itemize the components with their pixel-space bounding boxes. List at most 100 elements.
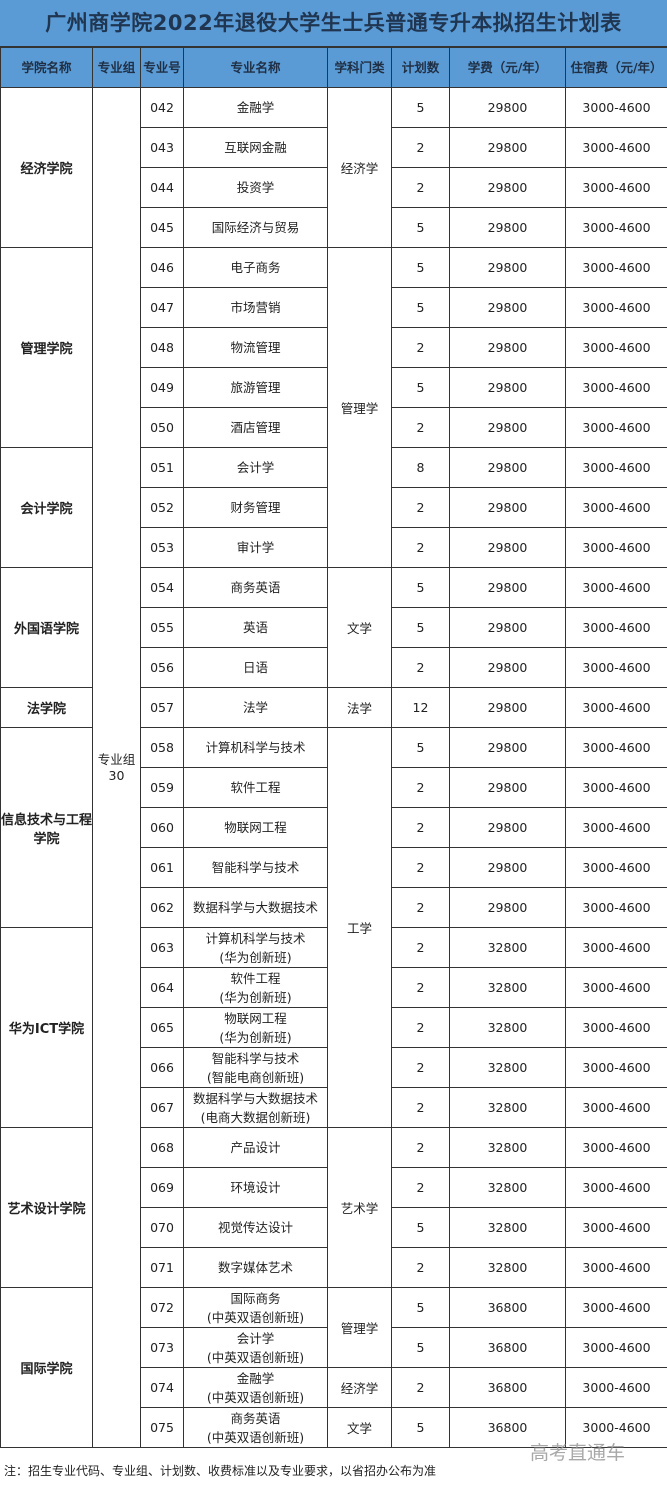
table-row: 070 视觉传达设计 5 32800 3000-4600 (1, 1207, 667, 1248)
dorm-fee: 3000-4600 (565, 1047, 667, 1088)
major-name: 酒店管理 (183, 407, 328, 448)
major-name: 数据科学与大数据技术 (183, 887, 328, 928)
dorm-fee: 3000-4600 (565, 1007, 667, 1048)
major-code: 069 (140, 1167, 184, 1208)
table-row: 法学院 057 法学 法学 12 29800 3000-4600 (0, 687, 667, 728)
major-name-text: 酒店管理 (230, 420, 281, 435)
dorm-fee: 3000-4600 (565, 87, 667, 128)
plan-count: 2 (391, 847, 450, 888)
major-code: 073 (140, 1327, 184, 1368)
plan-count: 2 (391, 767, 450, 808)
major-name: 商务英语 (中英双语创新班) (183, 1407, 328, 1448)
major-name-text: 金融学 (236, 1370, 275, 1386)
major-code: 044 (140, 167, 184, 208)
tuition: 29800 (449, 807, 566, 848)
plan-count: 5 (391, 367, 450, 408)
dorm-fee: 3000-4600 (565, 327, 667, 368)
major-class-note: (中英双语创新班) (206, 1429, 305, 1445)
table-row: 华为ICT学院 063 计算机科学与技术 (华为创新班) 2 32800 3000-4600 (0, 927, 667, 1128)
plan-count: 2 (391, 127, 450, 168)
tuition: 32800 (449, 1087, 566, 1128)
subject-category: 经济学 (327, 87, 392, 248)
tuition: 32800 (449, 1167, 566, 1208)
table-row: 066 智能科学与技术 (智能电商创新班) 2 32800 3000-4600 (1, 1047, 667, 1088)
header-plan: 计划数 (391, 47, 450, 88)
subject-category: 经济学 (327, 1367, 392, 1408)
tuition: 29800 (449, 167, 566, 208)
plan-count: 2 (391, 487, 450, 528)
major-name: 软件工程 (华为创新班) (183, 967, 328, 1008)
college-name: 会计学院 (0, 447, 93, 568)
tuition: 29800 (449, 207, 566, 248)
plan-count: 2 (391, 1087, 450, 1128)
table-row: 062 数据科学与大数据技术 2 29800 3000-4600 (1, 887, 667, 928)
major-name-text: 市场营销 (230, 300, 281, 315)
major-name: 数据科学与大数据技术 (电商大数据创新班) (183, 1087, 328, 1128)
major-name: 英语 (183, 607, 328, 648)
major-name-text: 物联网工程 (224, 820, 287, 835)
dorm-fee: 3000-4600 (565, 207, 667, 248)
major-code: 060 (140, 807, 184, 848)
major-code: 045 (140, 207, 184, 248)
major-name-text: 智能科学与技术 (211, 1050, 300, 1066)
tuition: 29800 (449, 647, 566, 688)
major-name-text: 数据科学与大数据技术 (192, 1090, 318, 1106)
dorm-fee: 3000-4600 (565, 1287, 667, 1328)
major-name-text: 计算机科学与技术 (205, 930, 306, 946)
major-name: 智能科学与技术 (智能电商创新班) (183, 1047, 328, 1088)
major-name: 审计学 (183, 527, 328, 568)
major-name-text: 环境设计 (230, 1180, 281, 1195)
plan-count: 2 (391, 967, 450, 1008)
major-name: 视觉传达设计 (183, 1207, 328, 1248)
major-name-text: 会计学 (236, 460, 275, 475)
header-code: 专业号 (140, 47, 184, 88)
header-dorm: 住宿费（元/年） (565, 47, 667, 88)
plan-count: 5 (391, 87, 450, 128)
dorm-fee: 3000-4600 (565, 1127, 667, 1168)
major-name-text: 软件工程 (230, 780, 281, 795)
major-code: 061 (140, 847, 184, 888)
major-name: 产品设计 (183, 1127, 328, 1168)
table-row: 073 会计学 (中英双语创新班) 5 36800 3000-4600 (1, 1327, 667, 1368)
major-code: 050 (140, 407, 184, 448)
table-row: 信息技术与工程学院 058 计算机科学与技术 工学 5 29800 3000-4600 (0, 727, 667, 1128)
major-name: 国际经济与贸易 (183, 207, 328, 248)
header-major: 专业名称 (183, 47, 328, 88)
major-name: 软件工程 (183, 767, 328, 808)
major-name: 智能科学与技术 (183, 847, 328, 888)
dorm-fee: 3000-4600 (565, 1207, 667, 1248)
table-row: 会计学院 051 会计学 8 29800 3000-4600 (0, 447, 667, 568)
college-name: 外国语学院 (0, 567, 93, 688)
major-name-text: 数字媒体艺术 (217, 1260, 293, 1275)
major-name-text: 旅游管理 (230, 380, 281, 395)
major-code: 072 (140, 1287, 184, 1328)
dorm-fee: 3000-4600 (565, 487, 667, 528)
table-row: 075 商务英语 (中英双语创新班) 文学 5 36800 3000-4600 (1, 1407, 667, 1448)
tuition: 29800 (449, 767, 566, 808)
header-group: 专业组 (92, 47, 141, 88)
dorm-fee: 3000-4600 (565, 1087, 667, 1128)
major-name: 物联网工程 (183, 807, 328, 848)
tuition: 29800 (449, 527, 566, 568)
major-code: 065 (140, 1007, 184, 1048)
plan-count: 2 (391, 1367, 450, 1408)
major-name: 电子商务 (183, 247, 328, 288)
major-name-text: 国际商务 (230, 1290, 281, 1306)
major-class-note: (华为创新班) (219, 989, 292, 1005)
subject-category: 管理学 (327, 1287, 392, 1368)
subject-category: 管理学 (327, 247, 392, 568)
college-name: 管理学院 (0, 247, 93, 448)
major-class-note: (电商大数据创新班) (200, 1109, 311, 1125)
tuition: 29800 (449, 87, 566, 128)
plan-count: 2 (391, 407, 450, 448)
major-name: 金融学 (183, 87, 328, 128)
major-code: 071 (140, 1247, 184, 1288)
dorm-fee: 3000-4600 (565, 167, 667, 208)
major-name: 会计学 (183, 447, 328, 488)
major-name: 金融学 (中英双语创新班) (183, 1367, 328, 1408)
major-code: 056 (140, 647, 184, 688)
plan-count: 5 (391, 1287, 450, 1328)
major-name-text: 计算机科学与技术 (205, 740, 306, 755)
major-code: 059 (140, 767, 184, 808)
major-code: 074 (140, 1367, 184, 1408)
